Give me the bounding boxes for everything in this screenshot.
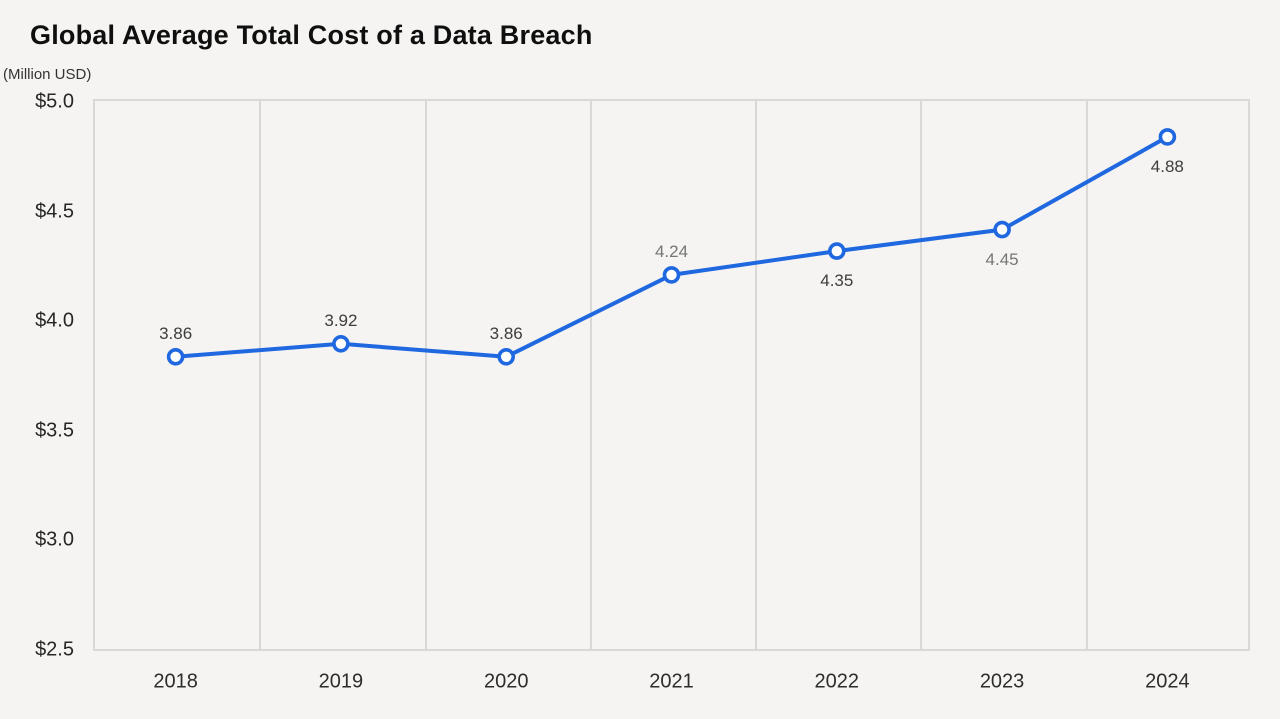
vertical-gridline — [755, 101, 758, 649]
vertical-gridline — [589, 101, 592, 649]
plot-area — [93, 99, 1250, 651]
y-axis-unit-label: (Million USD) — [3, 66, 92, 83]
x-axis-tick-label: 2023 — [979, 670, 1025, 693]
chart-title: Global Average Total Cost of a Data Brea… — [30, 20, 593, 50]
y-axis-tick-label: $2.5 — [35, 638, 74, 661]
x-axis-tick-label: 2020 — [483, 670, 529, 693]
vertical-gridline — [1085, 101, 1088, 649]
y-axis-tick-label: $4.0 — [35, 309, 74, 332]
data-point-label: 4.24 — [654, 241, 689, 261]
x-axis-tick-label: 2019 — [318, 670, 364, 693]
x-axis-tick-label: 2018 — [153, 670, 198, 693]
y-axis-tick-label: $5.0 — [35, 90, 74, 113]
data-point-label: 4.45 — [985, 249, 1019, 269]
vertical-gridline — [920, 101, 923, 649]
x-axis-tick-label: 2024 — [1145, 670, 1190, 693]
x-axis-tick-label: 2022 — [814, 670, 860, 693]
y-axis-tick-label: $3.0 — [35, 528, 74, 551]
data-point-label: 4.88 — [1150, 156, 1184, 176]
x-axis-tick-label: 2021 — [649, 670, 694, 693]
data-point-label: 3.86 — [489, 323, 523, 343]
vertical-gridline — [424, 101, 427, 649]
vertical-gridline — [259, 101, 262, 649]
data-point-label: 3.86 — [159, 323, 193, 343]
data-point-label: 4.35 — [820, 271, 854, 291]
y-axis-tick-label: $4.5 — [35, 200, 74, 223]
y-axis-tick-label: $3.5 — [35, 419, 74, 442]
data-point-label: 3.92 — [324, 310, 358, 330]
